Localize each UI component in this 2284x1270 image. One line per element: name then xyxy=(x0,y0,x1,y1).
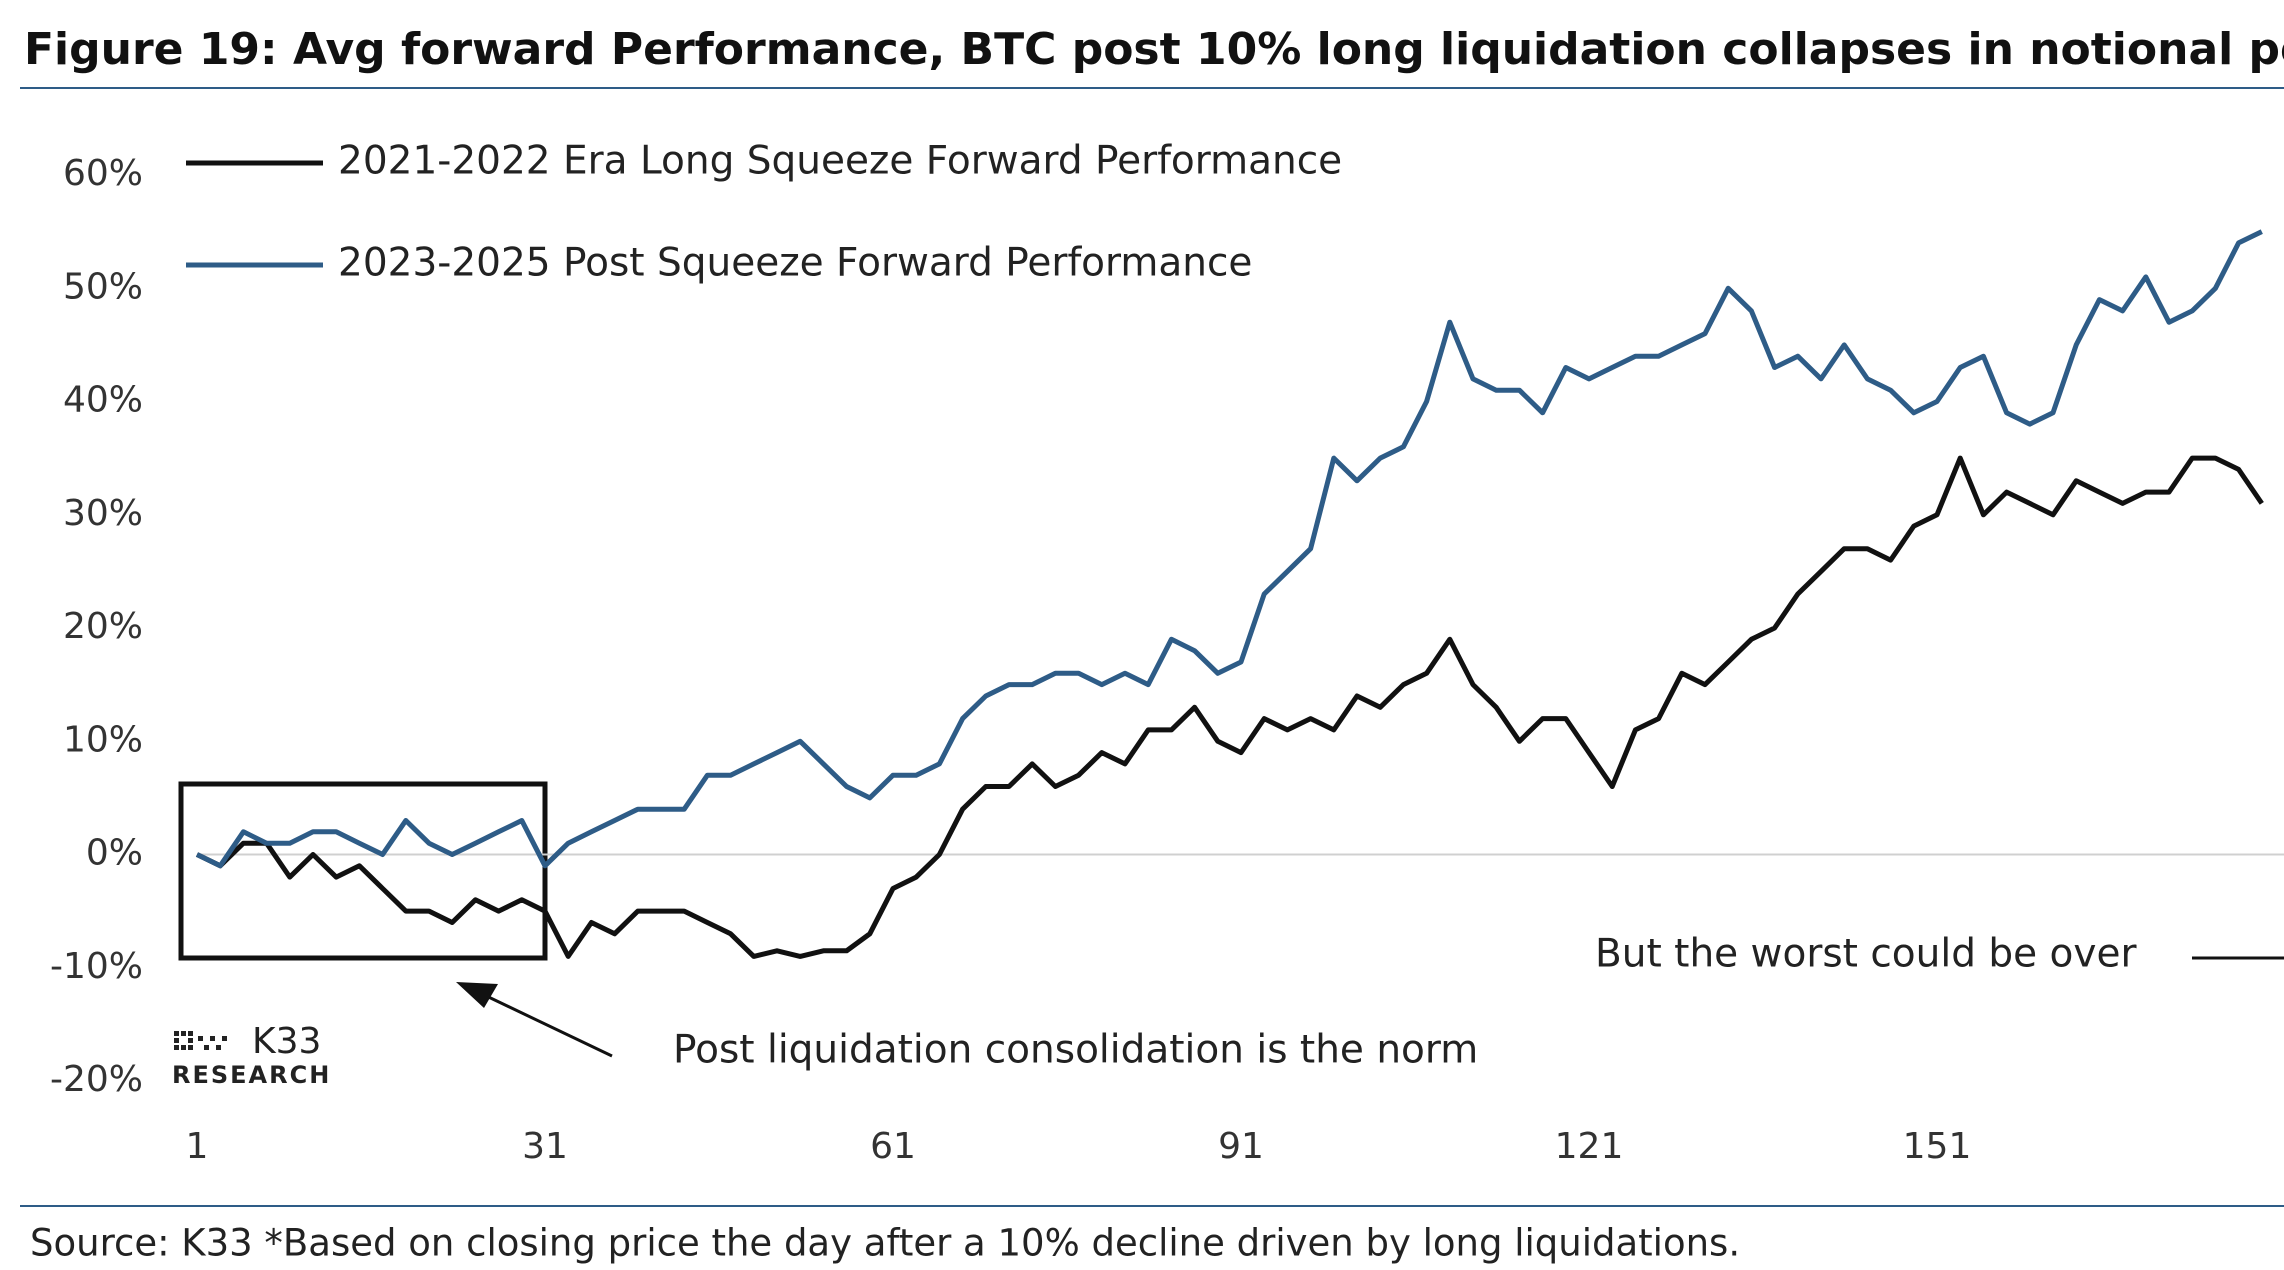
logo-name: K33 xyxy=(252,1021,321,1062)
arrow-head xyxy=(456,982,498,1008)
x-tick-label: 121 xyxy=(1555,1126,1624,1167)
legend-label: 2021-2022 Era Long Squeeze Forward Perfo… xyxy=(338,139,1342,184)
x-tick-label: 61 xyxy=(870,1126,916,1167)
y-tick-label: 20% xyxy=(63,606,143,647)
x-tick-label: 1 xyxy=(186,1126,209,1167)
annotation: But the worst could be over xyxy=(1595,932,2137,977)
x-tick-label: 31 xyxy=(522,1126,568,1167)
y-tick-label: 0% xyxy=(86,833,143,874)
y-tick-label: 50% xyxy=(63,266,143,307)
y-tick-label: -20% xyxy=(50,1059,143,1100)
series-line xyxy=(195,229,2263,869)
y-tick-label: 60% xyxy=(63,153,143,194)
y-tick-label: -10% xyxy=(50,946,143,987)
x-tick-label: 151 xyxy=(1903,1126,1972,1167)
logo-icon xyxy=(174,1031,227,1050)
arrow-shaft xyxy=(477,990,613,1058)
y-tick-label: 30% xyxy=(63,493,143,534)
source: Source: K33 *Based on closing price the … xyxy=(30,1222,1740,1265)
series-line xyxy=(195,455,2264,959)
logo-sub: RESEARCH xyxy=(172,1061,331,1089)
y-tick-label: 10% xyxy=(63,719,143,760)
legend-label: 2023-2025 Post Squeeze Forward Performan… xyxy=(338,241,1252,286)
x-tick-label: 91 xyxy=(1218,1126,1264,1167)
y-tick-label: 40% xyxy=(63,380,143,421)
highlight-box xyxy=(178,781,548,961)
annotation: Post liquidation consolidation is the no… xyxy=(673,1028,1478,1073)
chart-title: Figure 19: Avg forward Performance, BTC … xyxy=(24,24,2284,75)
